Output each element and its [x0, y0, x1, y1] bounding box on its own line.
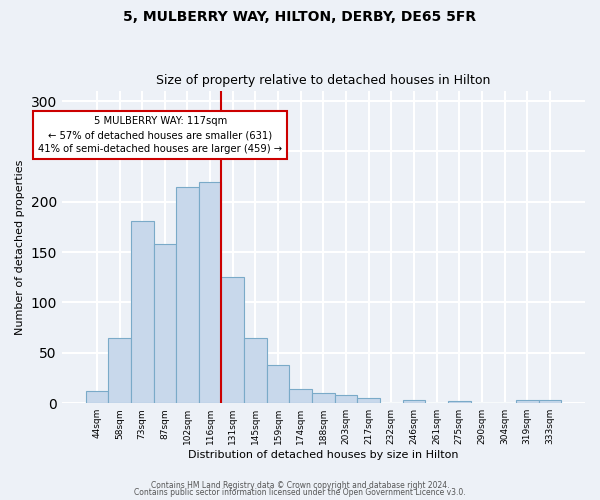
- Text: 5 MULBERRY WAY: 117sqm
← 57% of detached houses are smaller (631)
41% of semi-de: 5 MULBERRY WAY: 117sqm ← 57% of detached…: [38, 116, 283, 154]
- Bar: [131, 221, 154, 403]
- Bar: [176, 186, 199, 403]
- X-axis label: Distribution of detached houses by size in Hilton: Distribution of detached houses by size …: [188, 450, 458, 460]
- Bar: [199, 182, 221, 403]
- Bar: [86, 391, 108, 403]
- Bar: [312, 393, 335, 403]
- Bar: [108, 338, 131, 403]
- Bar: [221, 278, 244, 403]
- Bar: [539, 400, 561, 403]
- Text: Contains HM Land Registry data © Crown copyright and database right 2024.: Contains HM Land Registry data © Crown c…: [151, 480, 449, 490]
- Bar: [244, 338, 267, 403]
- Bar: [335, 395, 358, 403]
- Y-axis label: Number of detached properties: Number of detached properties: [15, 160, 25, 335]
- Text: 5, MULBERRY WAY, HILTON, DERBY, DE65 5FR: 5, MULBERRY WAY, HILTON, DERBY, DE65 5FR: [124, 10, 476, 24]
- Bar: [516, 400, 539, 403]
- Bar: [289, 389, 312, 403]
- Bar: [267, 365, 289, 403]
- Bar: [403, 400, 425, 403]
- Bar: [154, 244, 176, 403]
- Title: Size of property relative to detached houses in Hilton: Size of property relative to detached ho…: [156, 74, 491, 87]
- Bar: [358, 398, 380, 403]
- Bar: [448, 401, 470, 403]
- Text: Contains public sector information licensed under the Open Government Licence v3: Contains public sector information licen…: [134, 488, 466, 497]
